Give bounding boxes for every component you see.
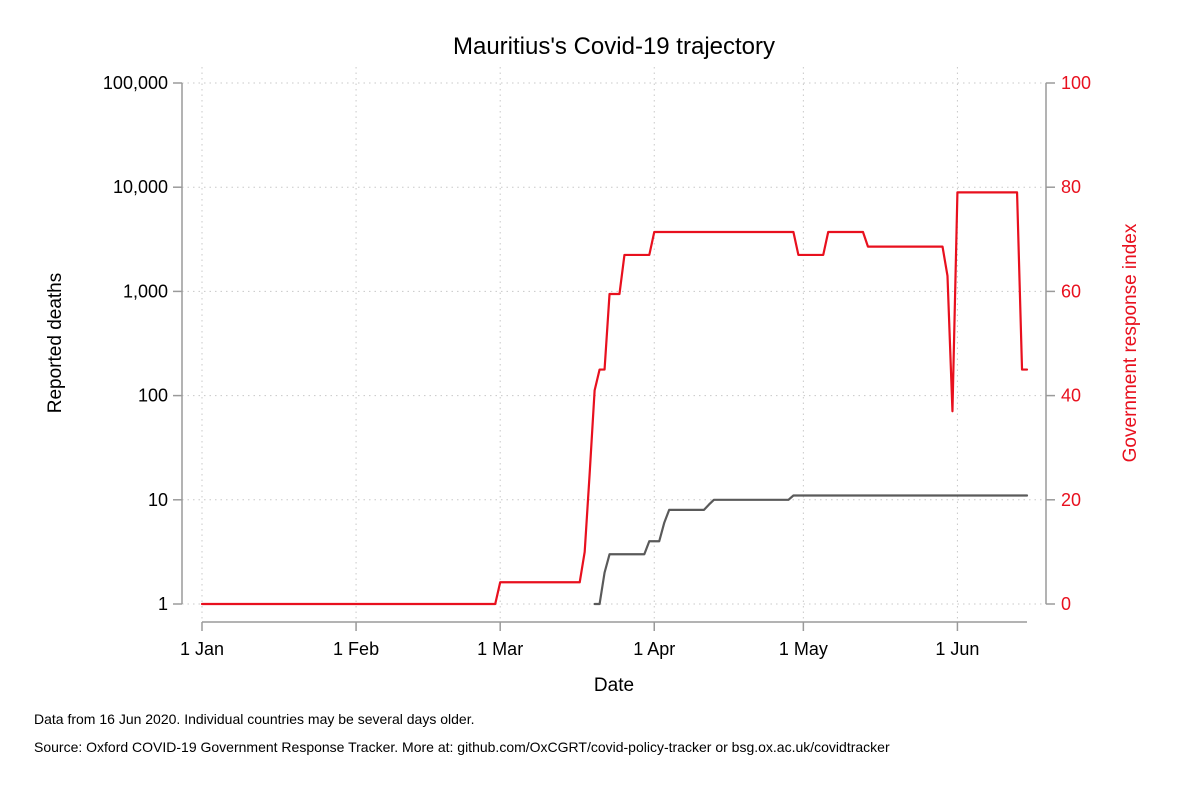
x-axis-tick-label: 1 Apr	[633, 639, 675, 659]
chart-title: Mauritius's Covid-19 trajectory	[453, 33, 775, 60]
footer-note-source: Source: Oxford COVID-19 Government Respo…	[34, 739, 890, 755]
y-axis-left-tick-label: 1,000	[123, 281, 168, 301]
y-axis-right-tick-label: 60	[1061, 281, 1081, 301]
x-axis-tick-label: 1 Jun	[935, 639, 979, 659]
y-axis-right-tick-label: 100	[1061, 73, 1091, 93]
y-axis-left-tick-label: 100	[138, 386, 168, 406]
grid	[182, 67, 1046, 622]
y-axis-left-tick-label: 100,000	[103, 73, 168, 93]
series	[200, 191, 1029, 606]
footer-note-data-date: Data from 16 Jun 2020. Individual countr…	[34, 711, 475, 727]
x-axis-tick-label: 1 Mar	[477, 639, 523, 659]
y-axis-left-tick-label: 10,000	[113, 177, 168, 197]
x-axis-title: Date	[594, 675, 634, 696]
x-axis-tick-label: 1 Feb	[333, 639, 379, 659]
x-axis-tick-label: 1 Jan	[180, 639, 224, 659]
axes: 1 10 100 1,000 10,000 100,000 0 20 40 60 80 100 1 Ja…	[103, 73, 1091, 659]
series-line-response-index	[200, 191, 1029, 606]
y-axis-right-tick-label: 80	[1061, 177, 1081, 197]
y-axis-right-tick-label: 20	[1061, 490, 1081, 510]
y-axis-right-title: Government response index	[1120, 223, 1141, 462]
x-axis-tick-label: 1 May	[779, 639, 828, 659]
y-axis-left-title: Reported deaths	[45, 273, 66, 414]
y-axis-right-tick-label: 40	[1061, 386, 1081, 406]
y-axis-left-tick-label: 10	[148, 490, 168, 510]
y-axis-right-tick-label: 0	[1061, 594, 1071, 614]
y-axis-left-tick-label: 1	[158, 594, 168, 614]
series-line-deaths	[593, 494, 1029, 606]
